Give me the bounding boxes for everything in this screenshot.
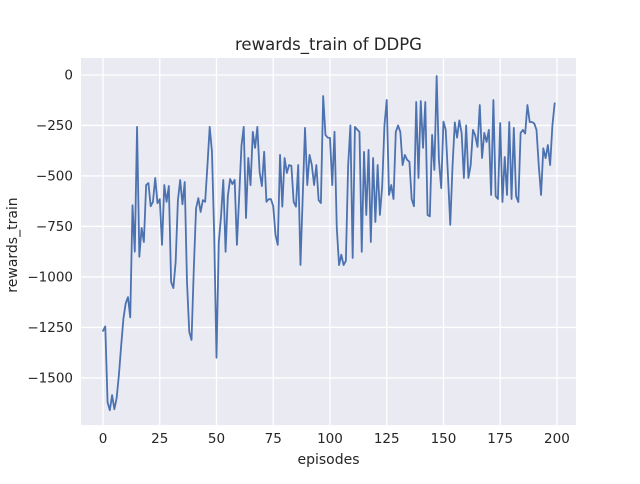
x-tick-label: 50 — [208, 431, 225, 447]
y-axis-label: rewards_train — [5, 197, 21, 293]
y-tick-label: −1500 — [27, 371, 73, 387]
x-tick-label: 125 — [374, 431, 400, 447]
x-axis-label: episodes — [297, 452, 360, 468]
chart-title: rewards_train of DDPG — [235, 35, 422, 54]
x-tick-label: 0 — [99, 431, 108, 447]
y-tick-label: −750 — [36, 219, 73, 235]
x-tick-label: 100 — [317, 431, 343, 447]
y-tick-label: −1250 — [27, 320, 73, 336]
x-tick-label: 75 — [265, 431, 282, 447]
y-tick-label: −250 — [36, 118, 73, 134]
x-tick-label: 25 — [151, 431, 168, 447]
axes-background — [81, 58, 576, 425]
reward-line — [102, 75, 556, 412]
y-tick-label: −500 — [36, 169, 73, 185]
x-tick-label: 150 — [431, 431, 457, 447]
y-tick-label: −1000 — [27, 270, 73, 286]
x-tick-label: 200 — [544, 431, 570, 447]
x-tick-label: 175 — [487, 431, 513, 447]
y-tick-label: 0 — [64, 68, 73, 84]
